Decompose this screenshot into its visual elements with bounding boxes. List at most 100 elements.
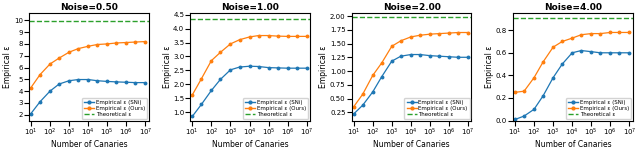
Title: Noise=2.00: Noise=2.00 [383, 3, 440, 12]
Empirical ε (SNi) [397, 55, 404, 57]
Legend: Empirical ε (SNi), Empirical ε (Ours), Theoretical ε: Empirical ε (SNi), Empirical ε (Ours), T… [566, 98, 631, 119]
Line: Empirical ε (SNi): Empirical ε (SNi) [29, 78, 147, 115]
Empirical ε (SNi) [303, 67, 310, 69]
Y-axis label: Empirical ε: Empirical ε [319, 46, 328, 88]
Empirical ε (Ours) [588, 33, 595, 35]
Empirical ε (Ours) [416, 34, 424, 36]
Empirical ε (SNi) [236, 66, 243, 68]
Empirical ε (SNi) [207, 90, 215, 91]
Empirical ε (SNi) [388, 60, 396, 62]
Empirical ε (SNi) [188, 116, 196, 117]
Empirical ε (Ours) [540, 61, 547, 63]
Empirical ε (SNi) [359, 104, 367, 106]
Title: Noise=1.00: Noise=1.00 [221, 3, 279, 12]
Empirical ε (SNi) [132, 82, 140, 83]
Empirical ε (Ours) [607, 32, 614, 33]
Empirical ε (SNi) [216, 78, 224, 80]
Empirical ε (SNi) [198, 104, 205, 105]
Y-axis label: Empirical ε: Empirical ε [163, 46, 172, 88]
Legend: Empirical ε (SNi), Empirical ε (Ours), Theoretical ε: Empirical ε (SNi), Empirical ε (Ours), T… [243, 98, 308, 119]
Empirical ε (Ours) [568, 37, 576, 39]
Empirical ε (Ours) [141, 41, 149, 42]
Empirical ε (Ours) [454, 32, 462, 33]
Empirical ε (SNi) [596, 52, 604, 54]
Empirical ε (Ours) [55, 57, 63, 59]
Empirical ε (Ours) [27, 87, 35, 88]
Empirical ε (SNi) [84, 79, 92, 80]
Empirical ε (Ours) [596, 33, 604, 35]
Empirical ε (SNi) [577, 50, 585, 51]
Empirical ε (Ours) [511, 92, 519, 93]
Empirical ε (Ours) [265, 35, 273, 36]
Theoretical ε [8, 20, 16, 22]
Empirical ε (Ours) [369, 74, 376, 76]
Empirical ε (SNi) [350, 113, 358, 115]
Empirical ε (Ours) [207, 60, 215, 62]
Theoretical ε [492, 17, 500, 19]
Empirical ε (Ours) [36, 74, 44, 76]
Empirical ε (SNi) [530, 108, 538, 110]
Empirical ε (Ours) [255, 35, 262, 36]
Empirical ε (Ours) [216, 51, 224, 53]
Empirical ε (SNi) [607, 52, 614, 54]
Empirical ε (Ours) [122, 42, 130, 43]
Empirical ε (Ours) [293, 35, 301, 37]
Empirical ε (SNi) [558, 63, 566, 65]
Empirical ε (Ours) [625, 32, 633, 33]
Line: Empirical ε (SNi): Empirical ε (SNi) [514, 49, 630, 121]
Empirical ε (Ours) [530, 77, 538, 79]
Empirical ε (Ours) [359, 93, 367, 95]
Empirical ε (Ours) [284, 35, 291, 37]
Line: Empirical ε (Ours): Empirical ε (Ours) [191, 34, 308, 96]
Empirical ε (SNi) [407, 54, 415, 55]
Title: Noise=0.50: Noise=0.50 [60, 3, 118, 12]
Line: Empirical ε (Ours): Empirical ε (Ours) [514, 31, 630, 94]
Empirical ε (SNi) [55, 83, 63, 85]
Empirical ε (SNi) [113, 81, 120, 83]
Empirical ε (SNi) [104, 81, 111, 82]
Empirical ε (SNi) [65, 80, 73, 82]
Theoretical ε [331, 16, 339, 18]
Empirical ε (SNi) [284, 67, 291, 69]
X-axis label: Number of Canaries: Number of Canaries [373, 140, 450, 149]
Empirical ε (Ours) [188, 94, 196, 96]
Empirical ε (Ours) [65, 51, 73, 53]
Empirical ε (Ours) [426, 33, 434, 35]
Empirical ε (Ours) [577, 34, 585, 36]
Empirical ε (Ours) [520, 90, 528, 92]
Empirical ε (Ours) [445, 32, 453, 34]
Empirical ε (SNi) [274, 67, 282, 69]
Empirical ε (Ours) [464, 32, 472, 33]
Empirical ε (SNi) [378, 76, 386, 78]
Empirical ε (Ours) [549, 46, 557, 48]
Empirical ε (Ours) [84, 45, 92, 47]
Empirical ε (SNi) [426, 55, 434, 57]
Empirical ε (Ours) [236, 39, 243, 41]
Empirical ε (Ours) [303, 35, 310, 37]
Empirical ε (SNi) [122, 81, 130, 83]
X-axis label: Number of Canaries: Number of Canaries [212, 140, 289, 149]
Empirical ε (Ours) [388, 45, 396, 47]
Title: Noise=4.00: Noise=4.00 [544, 3, 602, 12]
Empirical ε (Ours) [246, 36, 253, 38]
Line: Empirical ε (SNi): Empirical ε (SNi) [191, 65, 308, 118]
Empirical ε (SNi) [255, 66, 262, 67]
Empirical ε (SNi) [141, 82, 149, 83]
Empirical ε (Ours) [227, 43, 234, 45]
Empirical ε (SNi) [445, 56, 453, 58]
X-axis label: Number of Canaries: Number of Canaries [534, 140, 611, 149]
Empirical ε (SNi) [36, 101, 44, 103]
Empirical ε (SNi) [454, 56, 462, 58]
Empirical ε (SNi) [549, 77, 557, 79]
Empirical ε (SNi) [74, 79, 82, 80]
Empirical ε (Ours) [616, 32, 623, 33]
Y-axis label: Empirical ε: Empirical ε [3, 46, 12, 88]
Empirical ε (Ours) [407, 36, 415, 38]
Empirical ε (SNi) [435, 55, 443, 57]
Theoretical ε [170, 18, 177, 19]
Empirical ε (Ours) [350, 106, 358, 108]
Legend: Empirical ε (SNi), Empirical ε (Ours), Theoretical ε: Empirical ε (SNi), Empirical ε (Ours), T… [82, 98, 147, 119]
Empirical ε (SNi) [588, 51, 595, 53]
Empirical ε (Ours) [558, 41, 566, 42]
Empirical ε (Ours) [198, 78, 205, 80]
